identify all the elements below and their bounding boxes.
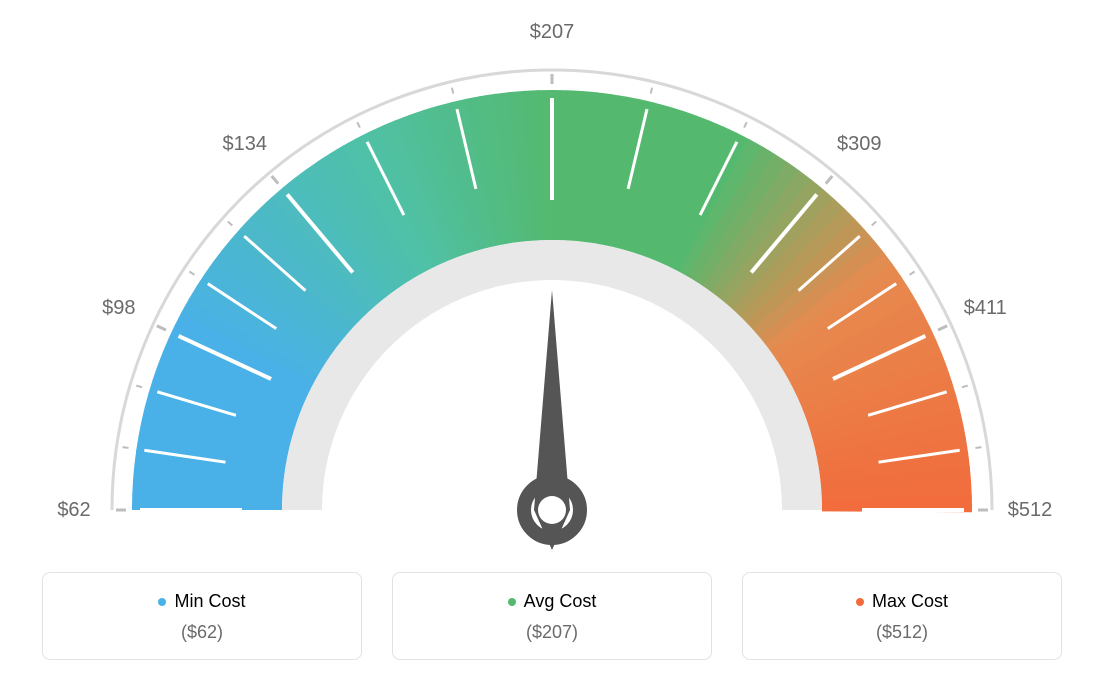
svg-text:$207: $207: [530, 21, 575, 43]
legend-value-max: ($512): [753, 622, 1051, 643]
cost-gauge: $62 $98 $134 $207 $309 $411 $512: [22, 10, 1082, 560]
svg-text:$134: $134: [222, 133, 267, 155]
gauge-svg: $62 $98 $134 $207 $309 $411 $512: [22, 10, 1082, 560]
svg-text:$411: $411: [964, 297, 1007, 319]
legend-dot-min: [158, 598, 166, 606]
legend-card-max: Max Cost ($512): [742, 572, 1062, 660]
legend-value-min: ($62): [53, 622, 351, 643]
legend-row: Min Cost ($62) Avg Cost ($207) Max Cost …: [42, 572, 1062, 660]
svg-text:$98: $98: [102, 297, 135, 319]
legend-value-avg: ($207): [403, 622, 701, 643]
svg-text:$309: $309: [837, 133, 882, 155]
svg-text:$62: $62: [57, 499, 90, 521]
legend-card-avg: Avg Cost ($207): [392, 572, 712, 660]
legend-dot-avg: [508, 598, 516, 606]
legend-label-min: Min Cost: [174, 591, 245, 612]
legend-label-avg: Avg Cost: [524, 591, 597, 612]
legend-card-min: Min Cost ($62): [42, 572, 362, 660]
legend-label-max: Max Cost: [872, 591, 948, 612]
svg-text:$512: $512: [1008, 499, 1053, 521]
legend-dot-max: [856, 598, 864, 606]
